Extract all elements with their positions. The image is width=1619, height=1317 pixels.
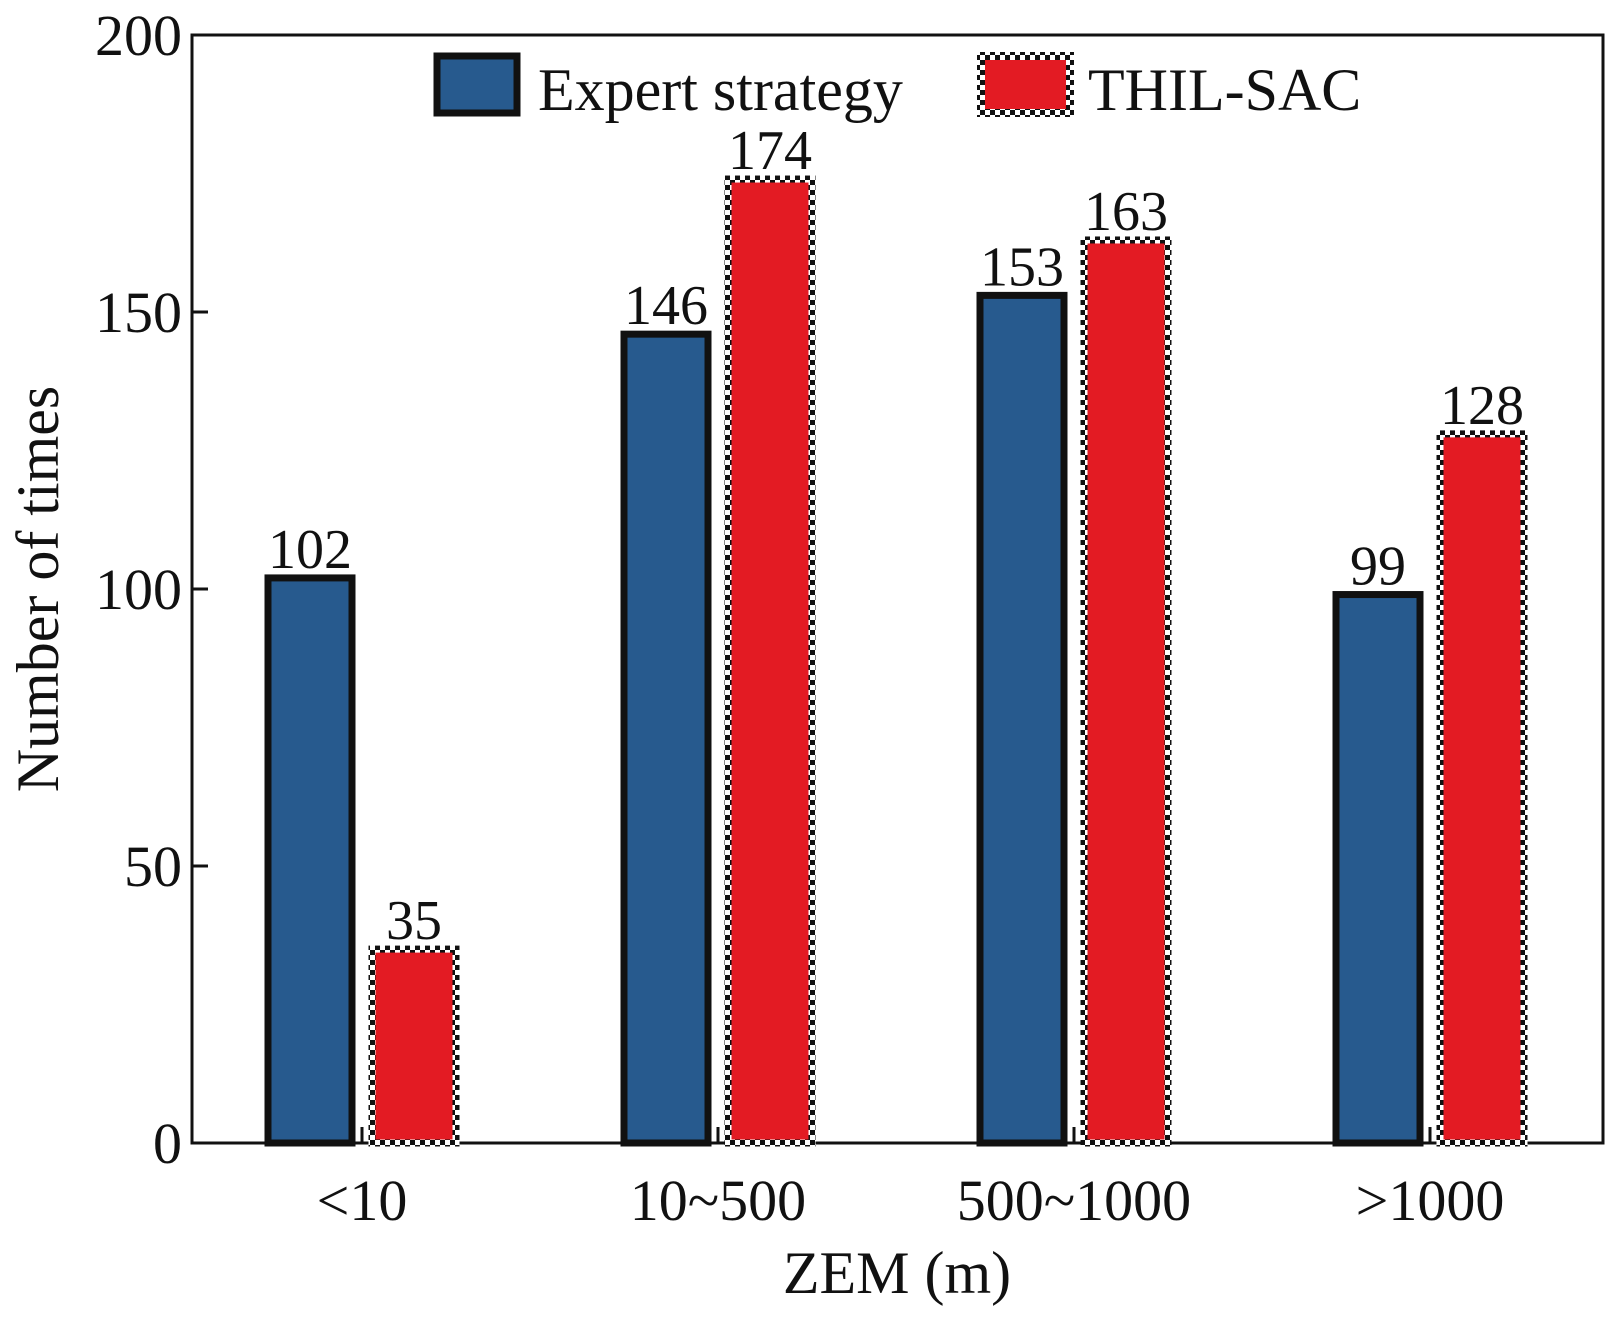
- data-label-thil-sac-gt1000: 128: [1440, 375, 1524, 437]
- x-axis: <10 10~500 500~1000 >1000: [317, 1127, 1505, 1233]
- y-axis: 0 50 100 150 200: [95, 3, 208, 1176]
- bars-group: [264, 175, 1528, 1147]
- y-axis-title: Number of times: [5, 386, 71, 793]
- y-tick-label-100: 100: [95, 557, 182, 622]
- y-tick-label-150: 150: [95, 280, 182, 345]
- y-tick-label-50: 50: [124, 834, 182, 899]
- bar-expert-strategy-500-1000: [976, 291, 1068, 1147]
- data-label-expert-strategy-gt1000: 99: [1350, 536, 1406, 598]
- legend-label-thil-sac: THIL-SAC: [1088, 57, 1361, 123]
- bar-thil-sac-gt1000: [1436, 430, 1528, 1147]
- data-label-thil-sac-lt10: 35: [386, 890, 442, 952]
- y-tick-label-200: 200: [95, 3, 182, 68]
- bar-thil-sac-10-500: [724, 175, 816, 1147]
- x-tick-label-gt1000: >1000: [1356, 1168, 1505, 1233]
- bar-expert-strategy-gt1000: [1332, 591, 1424, 1147]
- x-tick-label-lt10: <10: [317, 1168, 408, 1233]
- x-tick-label-500-1000: 500~1000: [957, 1168, 1191, 1233]
- data-label-thil-sac-10-500: 174: [728, 120, 812, 182]
- data-label-thil-sac-500-1000: 163: [1084, 181, 1168, 243]
- x-tick-label-10-500: 10~500: [630, 1168, 806, 1233]
- data-label-expert-strategy-500-1000: 153: [980, 236, 1064, 298]
- legend-swatch-expert-strategy: [433, 52, 521, 117]
- legend-label-expert-strategy: Expert strategy: [538, 57, 903, 123]
- bar-thil-sac-lt10: [368, 945, 460, 1147]
- y-tick-label-0: 0: [153, 1111, 182, 1176]
- bar-expert-strategy-lt10: [264, 574, 356, 1147]
- legend: Expert strategy THIL-SAC: [433, 52, 1361, 123]
- data-label-expert-strategy-10-500: 146: [624, 275, 708, 337]
- data-labels-group: 102 35 146 174 153 163 99 128: [268, 120, 1524, 952]
- data-label-expert-strategy-lt10: 102: [268, 519, 352, 581]
- legend-swatch-thil-sac: [977, 52, 1074, 117]
- bar-expert-strategy-10-500: [620, 330, 712, 1147]
- bar-thil-sac-500-1000: [1080, 236, 1172, 1147]
- x-axis-title: ZEM (m): [783, 1240, 1011, 1306]
